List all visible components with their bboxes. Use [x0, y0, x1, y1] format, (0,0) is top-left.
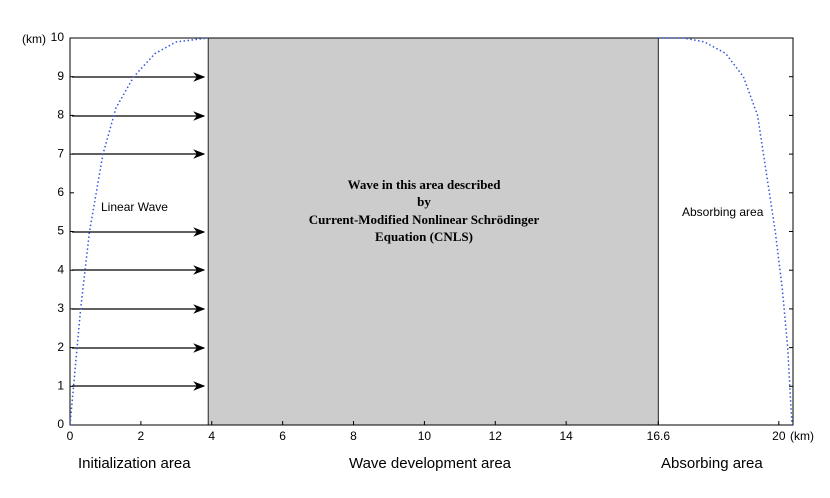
y-tick-label: 10: [51, 30, 65, 44]
annotation: by: [417, 194, 431, 209]
y-tick-label: 5: [57, 224, 64, 238]
area-label: Initialization area: [78, 455, 191, 472]
annotation: Absorbing area: [682, 205, 764, 219]
annotation: Equation (CNLS): [375, 229, 473, 244]
annotation: Linear Wave: [101, 200, 168, 214]
y-tick-label: 7: [57, 146, 64, 160]
x-tick-label: 8: [350, 429, 357, 443]
y-tick-label: 2: [57, 340, 64, 354]
curve: [658, 37, 793, 426]
x-tick-label: 14: [559, 429, 573, 443]
x-tick-label: 16.6: [647, 429, 671, 443]
x-tick-label: 4: [208, 429, 215, 443]
region: [207, 37, 659, 426]
arrows: [72, 72, 206, 391]
y-tick-label: 9: [57, 69, 64, 83]
x-tick-label: 0: [67, 429, 74, 443]
x-tick-label: 12: [489, 429, 503, 443]
x-tick-label: 20: [772, 429, 786, 443]
y-tick-label: 0: [57, 417, 64, 431]
area-label: Absorbing area: [661, 455, 763, 472]
annotation: Wave in this area described: [348, 177, 502, 192]
curve: [69, 37, 209, 426]
x-tick-label: 10: [418, 429, 432, 443]
y-tick-label: 3: [57, 301, 64, 315]
x-axis-label: (km): [790, 429, 814, 443]
annotation: Current-Modified Nonlinear Schrödinger: [309, 212, 540, 227]
y-tick-label: 6: [57, 185, 64, 199]
x-tick-label: 6: [279, 429, 286, 443]
y-axis-label: (km): [22, 32, 46, 46]
area-label: Wave development area: [349, 455, 512, 472]
y-tick-label: 4: [57, 262, 64, 276]
y-tick-label: 8: [57, 108, 64, 122]
y-tick-label: 1: [57, 378, 64, 392]
x-tick-label: 2: [138, 429, 145, 443]
